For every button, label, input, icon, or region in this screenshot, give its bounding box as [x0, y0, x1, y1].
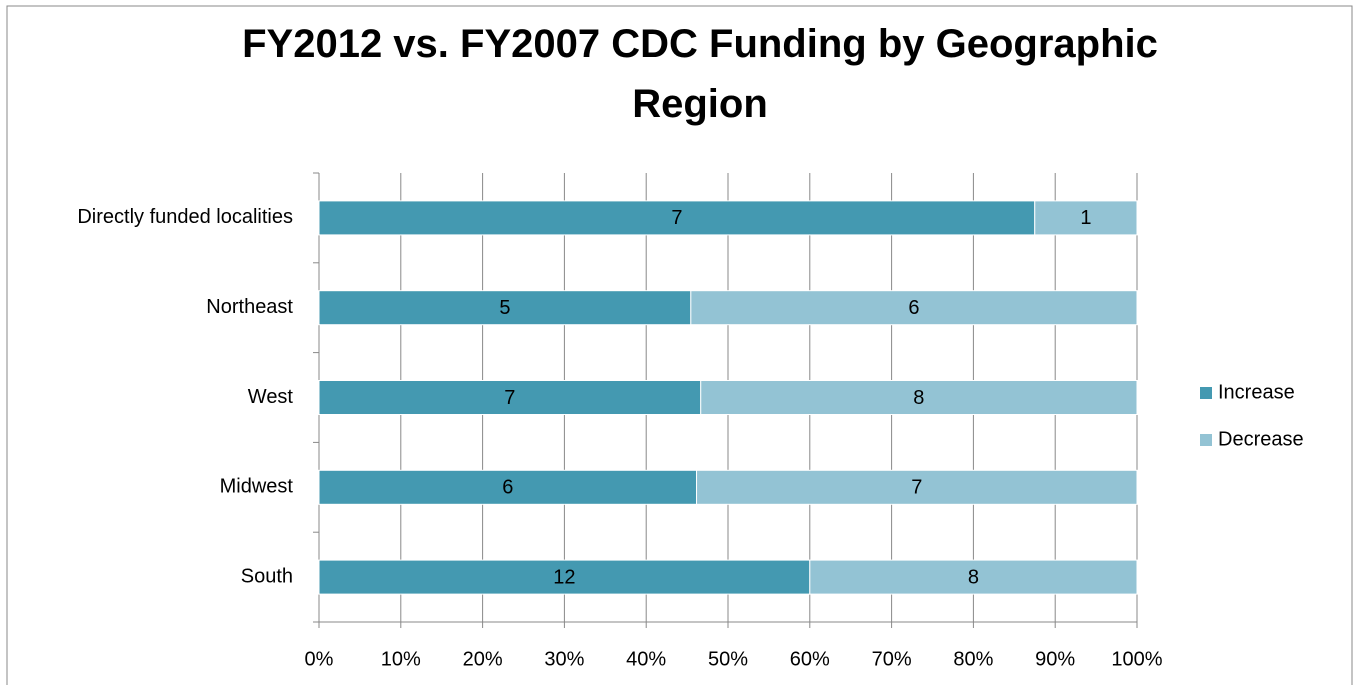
data-label: 8 — [913, 387, 924, 409]
y-tick-label: West — [248, 386, 294, 408]
chart-title: FY2012 vs. FY2007 CDC Funding by Geograp… — [242, 22, 1158, 126]
x-tick-label: 10% — [381, 648, 421, 670]
data-label: 6 — [908, 297, 919, 319]
bar-segment — [809, 559, 1138, 595]
x-tick-label: 80% — [953, 648, 993, 670]
bar-segment — [690, 290, 1138, 326]
data-label: 7 — [671, 207, 682, 229]
bar-segment — [318, 200, 1036, 236]
y-tick-label: Directly funded localities — [77, 206, 293, 228]
x-tick-label: 70% — [872, 648, 912, 670]
bar-segment — [696, 469, 1138, 505]
x-tick-label: 60% — [790, 648, 830, 670]
x-tick-label: 0% — [305, 648, 334, 670]
x-tick-label: 100% — [1111, 648, 1162, 670]
data-label: 8 — [968, 566, 979, 588]
x-tick-label: 40% — [626, 648, 666, 670]
legend-swatch — [1200, 434, 1212, 446]
chart-border — [6, 5, 1353, 685]
bar-segment — [318, 559, 811, 595]
bar-segment — [700, 380, 1138, 415]
x-tick-label: 50% — [708, 648, 748, 670]
y-tick-label: Northeast — [206, 296, 293, 318]
legend-label: Decrease — [1218, 428, 1304, 450]
bar-segment — [1034, 200, 1138, 236]
bar-segment — [318, 290, 692, 326]
data-label: 1 — [1080, 207, 1091, 229]
legend-swatch — [1200, 387, 1212, 399]
data-label: 12 — [553, 566, 575, 588]
legend-label: Increase — [1218, 381, 1295, 403]
x-tick-label: 90% — [1035, 648, 1075, 670]
data-label: 7 — [911, 477, 922, 499]
y-tick-label: Midwest — [220, 476, 294, 498]
data-label: 6 — [502, 477, 513, 499]
x-tick-label: 30% — [544, 648, 584, 670]
y-tick-label: South — [241, 565, 293, 587]
data-label: 7 — [504, 387, 515, 409]
x-tick-label: 20% — [463, 648, 503, 670]
bar-segment — [318, 380, 702, 415]
data-label: 5 — [499, 297, 510, 319]
